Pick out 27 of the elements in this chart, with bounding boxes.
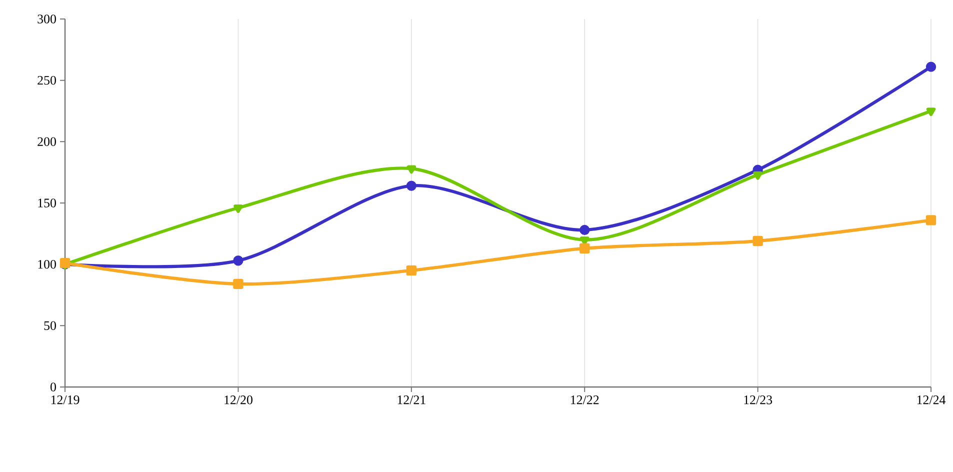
x-tick-label: 12/24 bbox=[917, 396, 946, 404]
point bbox=[580, 236, 590, 245]
x-tick-label: 12/23 bbox=[744, 396, 772, 404]
point bbox=[926, 62, 936, 72]
point bbox=[752, 236, 763, 246]
point bbox=[233, 256, 244, 266]
point bbox=[580, 224, 590, 236]
y-tick-label: 50 bbox=[44, 321, 56, 330]
x-tick-label: 12/20 bbox=[224, 396, 252, 404]
point bbox=[926, 215, 936, 226]
x-tick-label: 12/19 bbox=[51, 396, 80, 404]
point bbox=[233, 278, 244, 290]
y-tick-label: 200 bbox=[38, 137, 56, 146]
y-tick-label: 100 bbox=[38, 260, 56, 269]
point bbox=[406, 165, 416, 174]
point bbox=[406, 265, 416, 276]
point bbox=[580, 243, 590, 254]
y-tick-label: 300 bbox=[38, 14, 56, 24]
point bbox=[406, 180, 416, 191]
x-tick-label: 12/22 bbox=[571, 396, 599, 404]
point bbox=[926, 108, 936, 116]
y-tick-label: 250 bbox=[38, 76, 56, 85]
y-tick-label: 0 bbox=[50, 382, 56, 392]
point bbox=[753, 171, 762, 180]
y-tick-label: 150 bbox=[38, 198, 56, 208]
x-tick-label: 12/21 bbox=[398, 396, 426, 404]
point bbox=[234, 204, 243, 213]
